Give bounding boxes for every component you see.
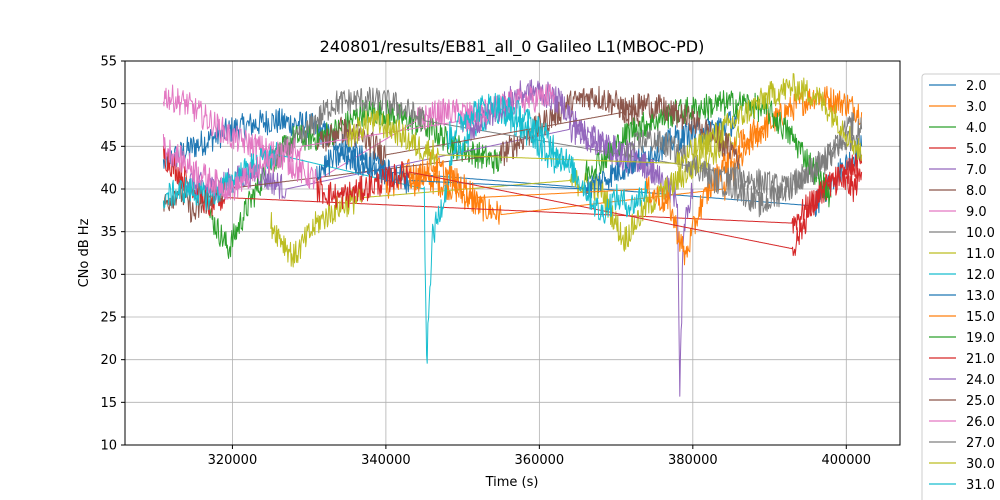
legend-items: 2.0 3.0 4.0 5.0 7.0 8.0 9.0 10.0 11.0 12.0 13.0 15.…	[929, 79, 995, 493]
legend-label: 7.0	[966, 163, 987, 178]
legend-label: 21.0	[966, 352, 995, 367]
legend-label: 5.0	[966, 142, 987, 157]
plot-area: 320000 340000 360000 380000 400000 10 15 20 25 3…	[100, 55, 901, 468]
y-tick-label: 20	[100, 353, 117, 368]
legend-label: 11.0	[966, 247, 995, 262]
legend-label: 26.0	[966, 415, 995, 430]
y-tick-label: 35	[100, 225, 117, 240]
legend-label: 12.0	[966, 268, 995, 283]
legend-label: 8.0	[966, 184, 987, 199]
legend-label: 9.0	[966, 205, 987, 220]
legend-label: 30.0	[966, 457, 995, 472]
series-line	[347, 73, 863, 174]
legend-label: 31.0	[966, 478, 995, 493]
x-tick-label: 380000	[668, 453, 718, 468]
series-line	[584, 90, 832, 208]
y-axis: 10 15 20 25 30 35 40 45 50 55	[100, 55, 125, 454]
y-tick-label: 10	[100, 439, 117, 454]
x-tick-label: 340000	[361, 453, 411, 468]
legend-label: 10.0	[966, 226, 995, 241]
y-tick-label: 30	[100, 268, 117, 283]
series-line	[270, 86, 863, 201]
y-axis-label: CNo dB Hz	[77, 218, 92, 287]
series-line	[316, 152, 863, 257]
y-tick-label: 15	[100, 396, 117, 411]
legend-label: 19.0	[966, 331, 995, 346]
legend-label: 3.0	[966, 100, 987, 115]
series-line	[162, 84, 486, 190]
legend-label: 25.0	[966, 394, 995, 409]
legend-box	[921, 73, 1000, 500]
y-tick-label: 40	[100, 183, 117, 198]
series-line	[162, 145, 863, 234]
x-axis: 320000 340000 360000 380000 400000	[208, 445, 871, 468]
series-line	[623, 111, 855, 218]
y-tick-label: 55	[100, 55, 117, 70]
series-line	[208, 99, 502, 259]
y-tick-label: 50	[100, 97, 117, 112]
series-line	[446, 92, 648, 224]
x-axis-label: Time (s)	[485, 475, 539, 490]
legend-label: 4.0	[966, 121, 987, 136]
legend-label: 13.0	[966, 289, 995, 304]
x-tick-label: 360000	[515, 453, 565, 468]
legend-label: 27.0	[966, 436, 995, 451]
series-line	[316, 108, 740, 199]
legend-label: 15.0	[966, 310, 995, 325]
chart-title: 240801/results/EB81_all_0 Galileo L1(MBO…	[320, 37, 705, 57]
series-lines	[162, 73, 863, 397]
plot-frame	[124, 60, 901, 446]
y-tick-label: 45	[100, 140, 117, 155]
series-line	[185, 116, 694, 397]
legend-label: 2.0	[966, 79, 987, 94]
x-tick-label: 400000	[821, 453, 871, 468]
x-tick-label: 320000	[208, 453, 258, 468]
y-tick-label: 25	[100, 311, 117, 326]
series-line	[162, 85, 640, 223]
legend-label: 24.0	[966, 373, 995, 388]
legend: 2.0 3.0 4.0 5.0 7.0 8.0 9.0 10.0 11.0 12.0 13.0 15.…	[921, 73, 1000, 500]
